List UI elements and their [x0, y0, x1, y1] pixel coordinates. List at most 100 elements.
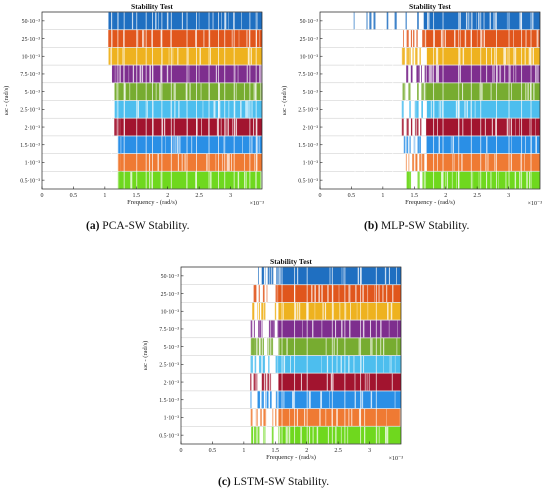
chart2-gap-line	[289, 426, 291, 444]
chart0-gap-line	[176, 136, 178, 154]
panel-b: Stability Test 50·10⁻³ 25·10⁻³ 10·10⁻³ 7.5·1…	[278, 0, 550, 215]
chart1-unstable-strip-9	[470, 12, 472, 189]
chart1-gap-line	[535, 136, 537, 154]
chart2-gap-line	[300, 426, 302, 444]
chart0-x-multiplier: ×10⁻³	[250, 201, 265, 207]
chart1-gap-line	[464, 100, 466, 118]
chart2-gap-line	[394, 391, 396, 409]
chart1-gap-line	[459, 65, 461, 83]
chart1-transition-line	[407, 171, 409, 189]
chart1-gap-line	[513, 30, 514, 47]
chart1-xtick-label-0: 0	[319, 193, 322, 199]
chart1-gap-line	[513, 47, 515, 65]
chart1-gap-line	[537, 65, 539, 83]
chart0-gap-line	[259, 65, 261, 83]
stability-chart-c: Stability Test50·10⁻³25·10⁻³10·10⁻³7.5·1…	[142, 257, 404, 462]
chart1-gap-line	[462, 47, 465, 65]
chart0-gap-line	[247, 47, 250, 65]
chart0-ytick-label-8: 1·10⁻³	[25, 161, 41, 167]
chart0-gap-line	[173, 118, 175, 136]
chart0-stable-band-1	[113, 30, 263, 47]
chart0-gap-line	[152, 118, 154, 136]
chart0-gap-line	[244, 171, 245, 189]
chart1-gap-line	[519, 118, 520, 136]
chart0-stable-band-5	[120, 100, 262, 118]
chart0-unstable-strip-5	[152, 12, 153, 189]
chart2-transition-line	[270, 391, 272, 409]
chart1-gap-line	[532, 12, 534, 30]
chart1-unstable-strip-2	[382, 12, 384, 189]
chart1-gap-line	[515, 65, 517, 83]
chart2-transition-line	[258, 355, 262, 373]
chart1-gap-line	[431, 65, 433, 83]
chart0-gap-line	[173, 83, 175, 101]
chart0-unstable-strip-7	[170, 12, 172, 189]
chart2-gap-line	[336, 355, 338, 373]
chart1-transition-line	[421, 154, 424, 171]
chart0-gap-line	[256, 118, 258, 136]
chart1-ytick-label-6: 2·10⁻³	[303, 125, 319, 131]
chart0-unstable-strip-9	[196, 12, 197, 189]
chart1-transition-line	[405, 154, 407, 171]
chart2-gap-line	[298, 302, 300, 320]
chart2-gap-line	[297, 302, 298, 320]
chart0-gap-line	[124, 83, 126, 101]
chart0-gap-line	[248, 30, 250, 47]
chart1-stable-band-4	[426, 83, 540, 101]
chart1-gap-line	[485, 154, 487, 171]
chart2-xtick-label-5: 2.5	[334, 448, 342, 454]
chart1-ytick-label-7: 1.5·10⁻³	[298, 143, 318, 149]
chart0-gap-line	[203, 30, 205, 47]
chart1-gap-line	[481, 83, 483, 101]
chart2-gap-line	[322, 302, 324, 320]
chart2-transition-line	[267, 391, 269, 409]
chart2-gap-line	[353, 355, 355, 373]
chart0-gap-line	[132, 65, 135, 83]
chart0-stable-band-8	[120, 154, 262, 171]
chart0-gap-line	[140, 65, 142, 83]
chart1-transition-line	[417, 171, 419, 189]
chart0-gap-line	[143, 30, 145, 47]
chart1-gap-line	[437, 154, 438, 171]
chart2-gap-line	[367, 302, 369, 320]
chart2-stable-band-5	[278, 355, 401, 373]
chart0-transition-line	[116, 118, 118, 136]
chart0-gap-line	[137, 100, 139, 118]
chart1-gap-line	[483, 30, 485, 47]
chart2-gap-line	[388, 320, 390, 338]
chart2-gap-line	[335, 426, 337, 444]
chart2-gap-line	[378, 285, 380, 302]
chart0-xtick-label-5: 2.5	[195, 193, 203, 199]
chart0-ytick-label-3: 7.5·10⁻³	[20, 72, 40, 78]
chart1-transition-line	[415, 154, 418, 171]
chart0-gap-line	[160, 171, 162, 189]
chart2-unstable-strip-8	[375, 267, 377, 444]
chart1-gap-line	[499, 65, 500, 83]
chart2-stable-band-7	[278, 391, 401, 409]
chart1-gap-line	[466, 12, 468, 30]
chart1-transition-line	[401, 47, 403, 65]
chart1-gap-line	[524, 47, 526, 65]
chart0-gap-line	[159, 83, 161, 101]
chart1-xtick-label-3: 1.5	[411, 193, 419, 199]
chart1-gap-line	[467, 100, 468, 118]
chart2-transition-line	[271, 426, 274, 444]
chart2-gap-line	[348, 285, 350, 302]
chart1-gap-line	[535, 65, 537, 83]
chart2-transition-line	[255, 338, 257, 356]
chart1-unstable-strip-3	[392, 12, 394, 189]
chart2-transition-line	[260, 355, 262, 373]
chart2-xlabel: Frequency - (rad/s)	[266, 454, 316, 461]
chart2-unstable-strip-2	[281, 267, 283, 444]
chart2-gap-line	[329, 391, 330, 409]
chart0-gap-line	[187, 47, 189, 65]
chart2-x-multiplier: ×10⁻³	[389, 456, 404, 462]
chart1-gap-line	[427, 12, 428, 30]
chart1-gap-line	[441, 171, 443, 189]
chart1-transition-line	[401, 118, 404, 136]
chart1-transition-line	[418, 171, 420, 189]
chart2-gap-line	[283, 355, 286, 373]
chart2-gap-line	[350, 302, 351, 320]
chart2-transition-line	[262, 267, 265, 285]
chart2-gap-line	[290, 355, 291, 373]
